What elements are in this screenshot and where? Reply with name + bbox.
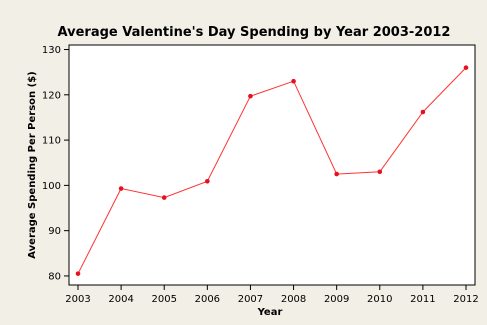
- y-tick-label: 100: [42, 181, 61, 192]
- x-tick-label: 2007: [238, 294, 263, 305]
- x-tick-label: 2012: [453, 294, 478, 305]
- data-point: [377, 169, 383, 175]
- y-tick-label: 90: [48, 226, 61, 237]
- x-tick-label: 2004: [108, 294, 133, 305]
- data-point: [118, 186, 124, 191]
- series-line: [77, 67, 467, 274]
- series-line-group: [75, 65, 469, 276]
- y-tick-label: 80: [48, 271, 61, 282]
- x-tick-label: 2009: [324, 294, 349, 305]
- data-point: [248, 93, 253, 99]
- x-tick-label: 2005: [151, 294, 176, 305]
- data-point: [334, 171, 339, 177]
- chart-title: Average Valentine's Day Spending by Year…: [58, 25, 451, 40]
- x-tick-label: 2006: [195, 294, 220, 305]
- x-tick-label: 2003: [65, 294, 90, 305]
- x-tick-label: 2008: [281, 294, 306, 305]
- x-axis: 2003 2004 2005 2006 2007 2008 2009 2010 2011 2012: [65, 285, 479, 305]
- y-tick-label: 120: [42, 90, 61, 101]
- y-axis-label: Average Spending Per Person ($): [27, 71, 38, 258]
- data-point: [161, 195, 167, 200]
- data-point: [463, 65, 469, 70]
- x-axis-label: Year: [257, 307, 283, 318]
- plot-area: [68, 44, 476, 286]
- x-tick-label: 2011: [410, 294, 435, 305]
- x-tick-label: 2010: [367, 294, 392, 305]
- y-tick-label: 110: [42, 136, 61, 147]
- data-point: [75, 271, 81, 276]
- y-axis: 80 90 100 110 120 130: [42, 45, 69, 282]
- data-point: [205, 179, 210, 184]
- data-point: [291, 78, 296, 84]
- y-tick-label: 130: [42, 45, 61, 56]
- data-point: [420, 109, 426, 115]
